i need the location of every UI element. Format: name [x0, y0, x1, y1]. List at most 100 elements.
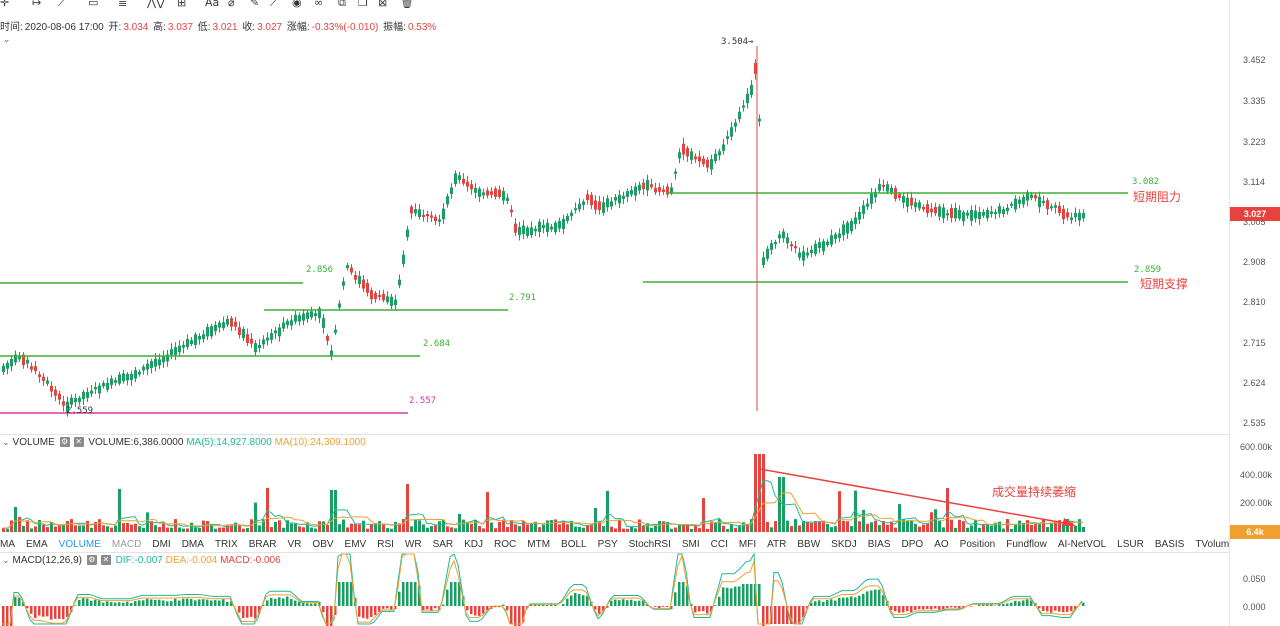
candle-body	[518, 227, 521, 235]
candle-body	[986, 209, 989, 219]
volume-bar	[230, 524, 233, 532]
tab-dmi[interactable]: DMI	[152, 539, 171, 550]
collapse-icon[interactable]: ⌄	[2, 438, 10, 448]
candle-body	[370, 290, 373, 300]
macd-bar	[274, 598, 277, 606]
volume-bar	[690, 528, 693, 532]
tab-sar[interactable]: SAR	[432, 539, 454, 550]
volume-bar	[842, 520, 845, 532]
close-icon[interactable]: ✕	[73, 437, 84, 448]
pencil-icon[interactable]: ✎	[250, 0, 260, 9]
candle-body	[498, 189, 501, 197]
tab-rsi[interactable]: RSI	[377, 539, 394, 550]
macd-bar	[630, 599, 633, 606]
tab-tvolume[interactable]: TVolume	[1195, 539, 1229, 550]
rectangle-icon[interactable]: ▭	[88, 0, 99, 9]
candle-body	[562, 218, 565, 230]
candle-body	[750, 84, 753, 95]
measure-icon[interactable]: ⊞	[177, 0, 187, 9]
tab-wr[interactable]: WR	[404, 539, 422, 550]
macd-bar	[998, 603, 1001, 606]
macd-bar	[166, 601, 169, 606]
candle-body	[86, 391, 89, 398]
candle-body	[858, 211, 861, 220]
tab-position[interactable]: Position	[959, 539, 996, 550]
tab-lsur[interactable]: LSUR	[1117, 539, 1144, 550]
candle-body	[546, 222, 549, 233]
tab-kdj[interactable]: KDJ	[464, 539, 484, 550]
wave-pattern-icon[interactable]: ⋀⋁	[147, 0, 166, 9]
tab-ema[interactable]: EMA	[26, 539, 48, 550]
collapse-icon[interactable]: ⌄	[2, 556, 10, 566]
macd-bar	[338, 582, 341, 606]
macd-bar	[342, 582, 345, 606]
candle-body	[434, 216, 437, 222]
settings-icon[interactable]: ⚙	[59, 437, 70, 448]
amplitude-value: 0.53%	[407, 22, 437, 33]
lock-icon[interactable]: ∞	[314, 0, 324, 9]
tab-fundflow[interactable]: Fundflow	[1006, 539, 1047, 550]
text-tool[interactable]: Aa	[205, 0, 220, 9]
tab-emv[interactable]: EMV	[344, 539, 367, 550]
trend-line-icon[interactable]: ⟋	[58, 0, 66, 9]
tab-ai-netvol[interactable]: AI-NetVOL	[1057, 539, 1107, 550]
tab-mfi[interactable]: MFI	[738, 539, 757, 550]
volume-bar	[226, 524, 229, 532]
candlestick-chart[interactable]	[0, 36, 1280, 434]
tab-atr[interactable]: ATR	[767, 539, 787, 550]
macd-bar	[586, 595, 589, 606]
volume-chart[interactable]	[0, 434, 1280, 536]
tab-macd[interactable]: MACD	[111, 539, 142, 550]
macd-bar	[906, 606, 909, 612]
copy-icon[interactable]: ⧉	[338, 0, 346, 9]
tab-obv[interactable]: OBV	[312, 539, 334, 550]
volume-bar	[958, 519, 961, 532]
tab-volume[interactable]: VOLUME	[58, 539, 101, 550]
tab-skdj[interactable]: SKDJ	[831, 539, 857, 550]
collapse-chevron-icon[interactable]: ⌄	[3, 35, 11, 45]
tab-trix[interactable]: TRIX	[214, 539, 238, 550]
tab-smi[interactable]: SMI	[681, 539, 700, 550]
volume-bar	[1014, 524, 1017, 532]
fib-lines-icon[interactable]: ≣	[118, 0, 128, 9]
macd-bar	[390, 606, 393, 610]
tab-psy[interactable]: PSY	[597, 539, 618, 550]
tab-basis[interactable]: BASIS	[1154, 539, 1185, 550]
candle-body	[514, 223, 517, 233]
delete-icon[interactable]: 🗑	[400, 0, 414, 9]
tab-vr[interactable]: VR	[287, 539, 302, 550]
macd-chart[interactable]	[0, 550, 1280, 626]
candle-body	[438, 219, 441, 222]
crosshair-icon[interactable]: ✛	[0, 0, 10, 9]
volume-bar	[946, 488, 949, 532]
macd-bar	[682, 582, 685, 606]
settings-icon[interactable]: ⊠	[378, 0, 388, 9]
hide-icon[interactable]: ❐	[358, 0, 368, 9]
tab-dma[interactable]: DMA	[181, 539, 204, 550]
tab-ao[interactable]: AO	[934, 539, 949, 550]
visibility-icon[interactable]: ◉	[292, 0, 302, 9]
tab-ma[interactable]: MA	[0, 539, 15, 550]
ohlc-info-bar: 时间: 2020-08-06 17:00 开: 3.034 高: 3.037 低: 3.…	[0, 21, 438, 35]
candle-body	[338, 303, 341, 308]
close-icon[interactable]: ✕	[100, 555, 111, 566]
volume-bar	[802, 521, 805, 532]
tab-stochrsi[interactable]: StochRSI	[628, 539, 671, 550]
candle-body	[662, 189, 665, 192]
magnet-icon[interactable]: ⌀	[228, 0, 235, 9]
tab-brar[interactable]: BRAR	[248, 539, 277, 550]
tab-dpo[interactable]: DPO	[901, 539, 924, 550]
tab-mtm[interactable]: MTM	[527, 539, 551, 550]
horizontal-ray-icon[interactable]: ↦	[32, 0, 42, 9]
tab-bias[interactable]: BIAS	[867, 539, 891, 550]
brush-icon[interactable]: ⟋	[270, 0, 278, 9]
candle-body	[918, 202, 921, 209]
tab-bbw[interactable]: BBW	[797, 539, 821, 550]
tab-boll[interactable]: BOLL	[561, 539, 587, 550]
macd-bar	[1018, 601, 1021, 606]
volume-bar	[186, 528, 189, 532]
price-tick: 2.810	[1243, 297, 1266, 307]
tab-roc[interactable]: ROC	[494, 539, 517, 550]
tab-cci[interactable]: CCI	[710, 539, 728, 550]
settings-icon[interactable]: ⚙	[86, 555, 97, 566]
